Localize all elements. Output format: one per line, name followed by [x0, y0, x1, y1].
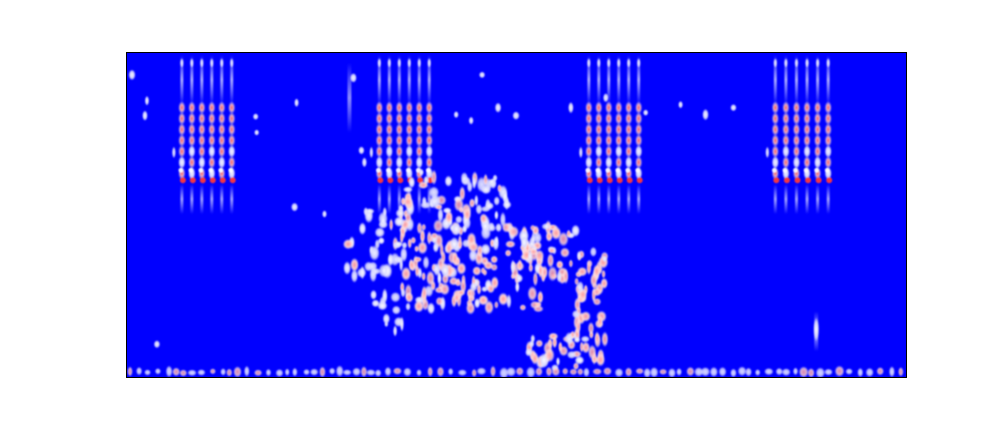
spectrogram-plot [126, 52, 907, 378]
spectrogram-image [127, 53, 906, 377]
heatmap-background [127, 53, 906, 377]
heatmap-energy-layer [127, 54, 904, 377]
